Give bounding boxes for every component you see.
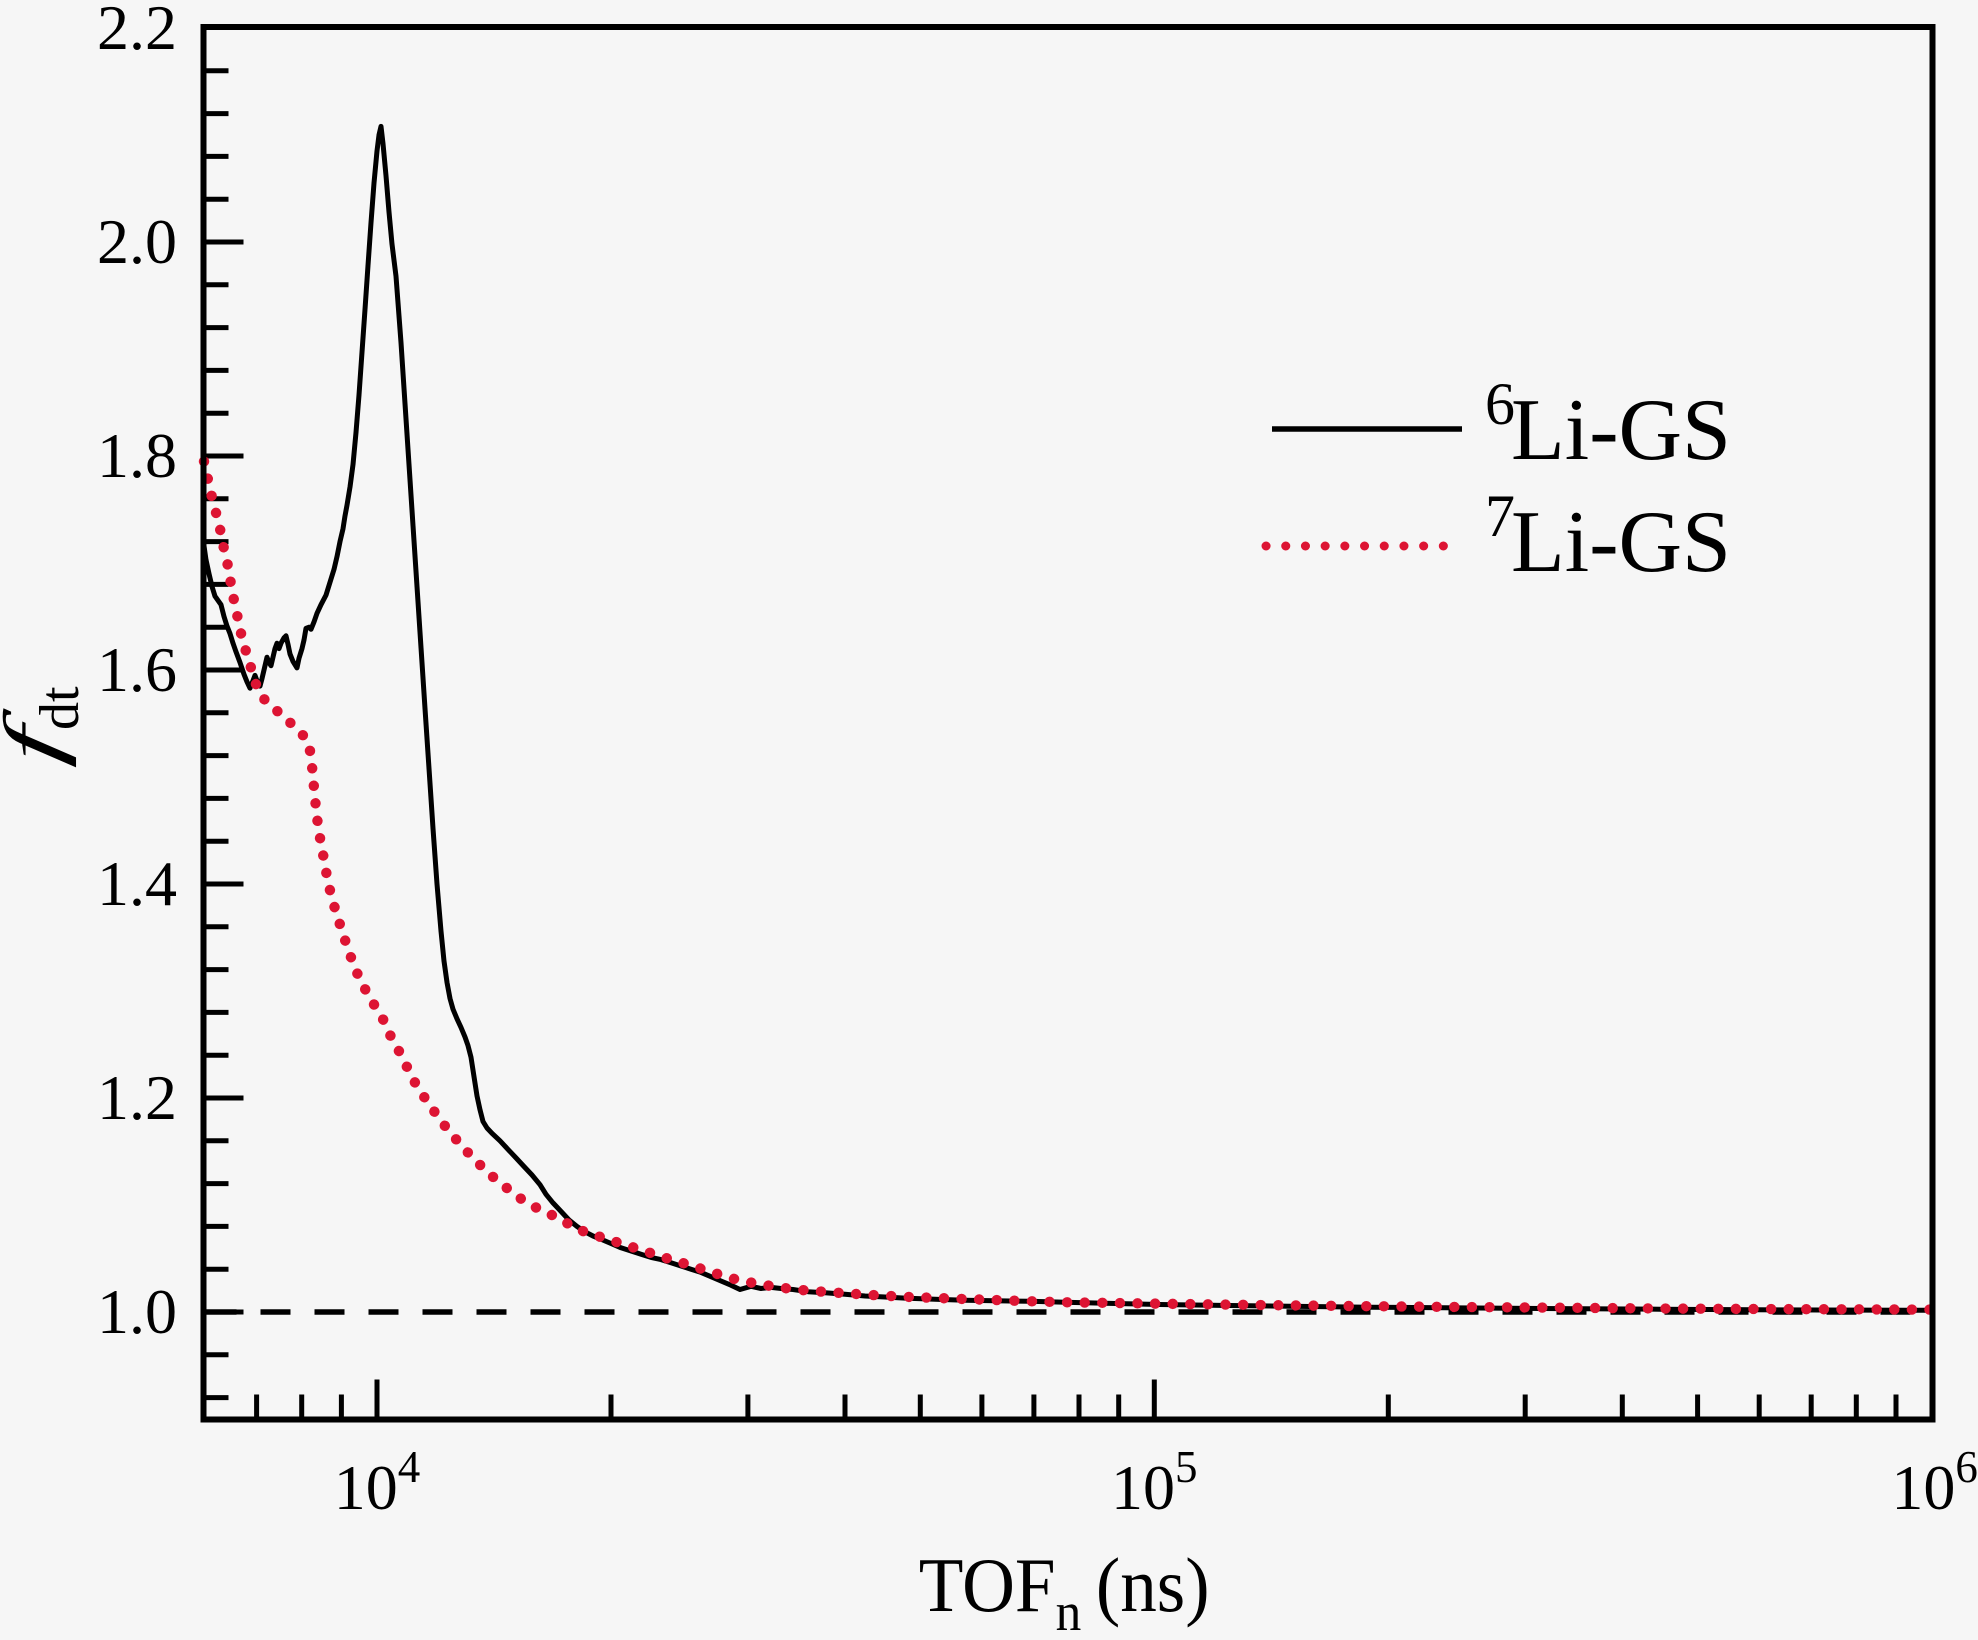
svg-text:1.4: 1.4 bbox=[97, 848, 177, 919]
svg-text:Li-GS: Li-GS bbox=[1511, 382, 1731, 479]
svg-text:104: 104 bbox=[334, 1442, 421, 1523]
svg-text:1.6: 1.6 bbox=[97, 634, 177, 705]
svg-text:2.0: 2.0 bbox=[97, 206, 177, 277]
svg-text:dt: dt bbox=[29, 686, 91, 730]
svg-text:1.0: 1.0 bbox=[97, 1276, 177, 1347]
svg-text:6: 6 bbox=[1485, 371, 1515, 437]
svg-text:7: 7 bbox=[1485, 483, 1515, 549]
svg-text:1.8: 1.8 bbox=[97, 420, 177, 491]
svg-text:1.2: 1.2 bbox=[97, 1062, 177, 1133]
svg-text:Li-GS: Li-GS bbox=[1511, 494, 1731, 591]
svg-text:2.2: 2.2 bbox=[97, 0, 177, 63]
